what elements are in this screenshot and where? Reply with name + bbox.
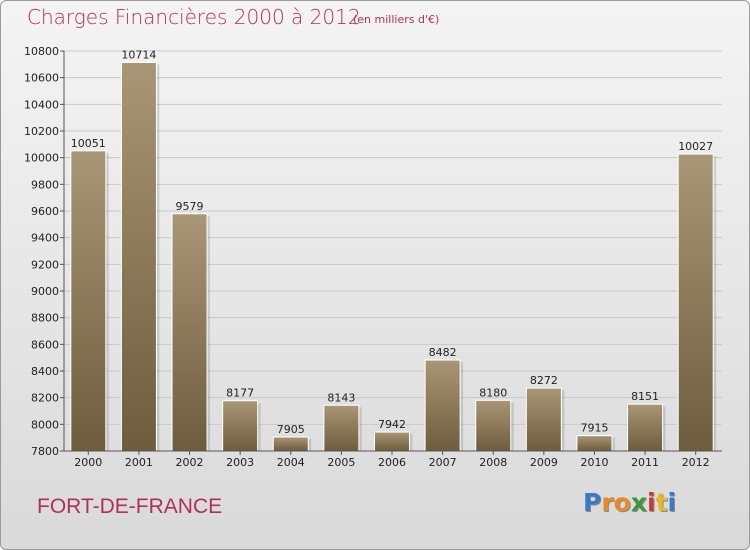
- value-label: 8177: [226, 387, 254, 400]
- proxiti-logo[interactable]: Proxiti: [583, 488, 676, 517]
- x-tick-label: 2010: [580, 456, 608, 469]
- bar-2011: [627, 403, 664, 452]
- y-tick-label: 10600: [24, 72, 59, 85]
- value-label: 9579: [176, 200, 204, 213]
- value-label: 8151: [631, 390, 659, 403]
- x-tick-label: 2001: [125, 456, 153, 469]
- value-labels: 10051 10714 9579 8177 7905 8143 7942 8482 8180 82…: [71, 48, 713, 436]
- logo-letter: P: [583, 488, 602, 517]
- y-tick-label: 10800: [24, 45, 59, 58]
- y-tick-label: 8800: [31, 312, 59, 325]
- x-tick-label: 2011: [631, 456, 659, 469]
- logo-letter: i: [647, 488, 656, 517]
- value-label: 10714: [121, 48, 156, 61]
- bar-2007: [424, 359, 461, 452]
- value-label: 8143: [327, 391, 355, 404]
- x-tick-label: 2002: [176, 456, 204, 469]
- y-tick-label: 8000: [31, 418, 59, 431]
- chart-title: Charges Financières 2000 à 2012: [27, 5, 361, 29]
- city-name: FORT-DE-FRANCE: [37, 495, 223, 518]
- value-label: 7905: [277, 423, 305, 436]
- bars: [70, 61, 717, 452]
- value-label: 10051: [71, 137, 106, 150]
- chart-unit: (en milliers d'€): [353, 13, 440, 26]
- bar-2003: [222, 400, 259, 452]
- value-label: 10027: [678, 140, 713, 153]
- logo-letter: i: [667, 488, 677, 517]
- x-tick-label: 2003: [226, 456, 254, 469]
- x-tick-label: 2008: [479, 456, 507, 469]
- y-tick-label: 9600: [31, 205, 59, 218]
- bar-2010: [576, 435, 613, 452]
- y-tick-label: 8200: [31, 392, 59, 405]
- axes: 7800 8000 8200 8400 8600 8800 9000 9200 9400 9600…: [24, 45, 722, 469]
- bar-2012: [677, 153, 714, 452]
- value-label: 8482: [429, 346, 457, 359]
- value-label: 8180: [479, 386, 507, 399]
- y-tick-label: 10400: [24, 98, 59, 111]
- x-tick-label: 2004: [277, 456, 305, 469]
- y-tick-label: 9800: [31, 178, 59, 191]
- x-tick-label: 2000: [74, 456, 102, 469]
- bar-2002: [171, 213, 208, 452]
- logo-letter: t: [655, 488, 668, 517]
- y-tick-label: 9400: [31, 232, 59, 245]
- x-tick-label: 2009: [530, 456, 558, 469]
- x-tick-label: 2007: [429, 456, 457, 469]
- y-tick-label: 9200: [31, 258, 59, 271]
- value-label: 7942: [378, 418, 406, 431]
- value-label: 7915: [580, 422, 608, 435]
- bar-2008: [475, 399, 512, 452]
- logo-letter: r: [601, 488, 614, 517]
- bar-2006: [374, 431, 410, 452]
- bar-2004: [272, 436, 309, 452]
- grid-lines: [64, 50, 722, 452]
- x-tick-label: 2006: [378, 456, 406, 469]
- logo-letter: o: [613, 488, 631, 517]
- bar-2000: [70, 150, 107, 452]
- bar-2009: [525, 387, 562, 452]
- y-tick-label: 8400: [31, 365, 59, 378]
- y-tick-label: 8600: [31, 338, 59, 351]
- bar-2005: [323, 404, 360, 452]
- x-tick-label: 2012: [682, 456, 710, 469]
- value-label: 8272: [530, 374, 558, 387]
- bar-2001: [120, 61, 157, 452]
- y-tick-label: 10200: [24, 125, 59, 138]
- logo-letter: x: [630, 488, 647, 517]
- x-tick-label: 2005: [327, 456, 355, 469]
- y-tick-label: 7800: [31, 445, 59, 458]
- y-tick-label: 9000: [31, 285, 59, 298]
- y-tick-label: 10000: [24, 152, 59, 165]
